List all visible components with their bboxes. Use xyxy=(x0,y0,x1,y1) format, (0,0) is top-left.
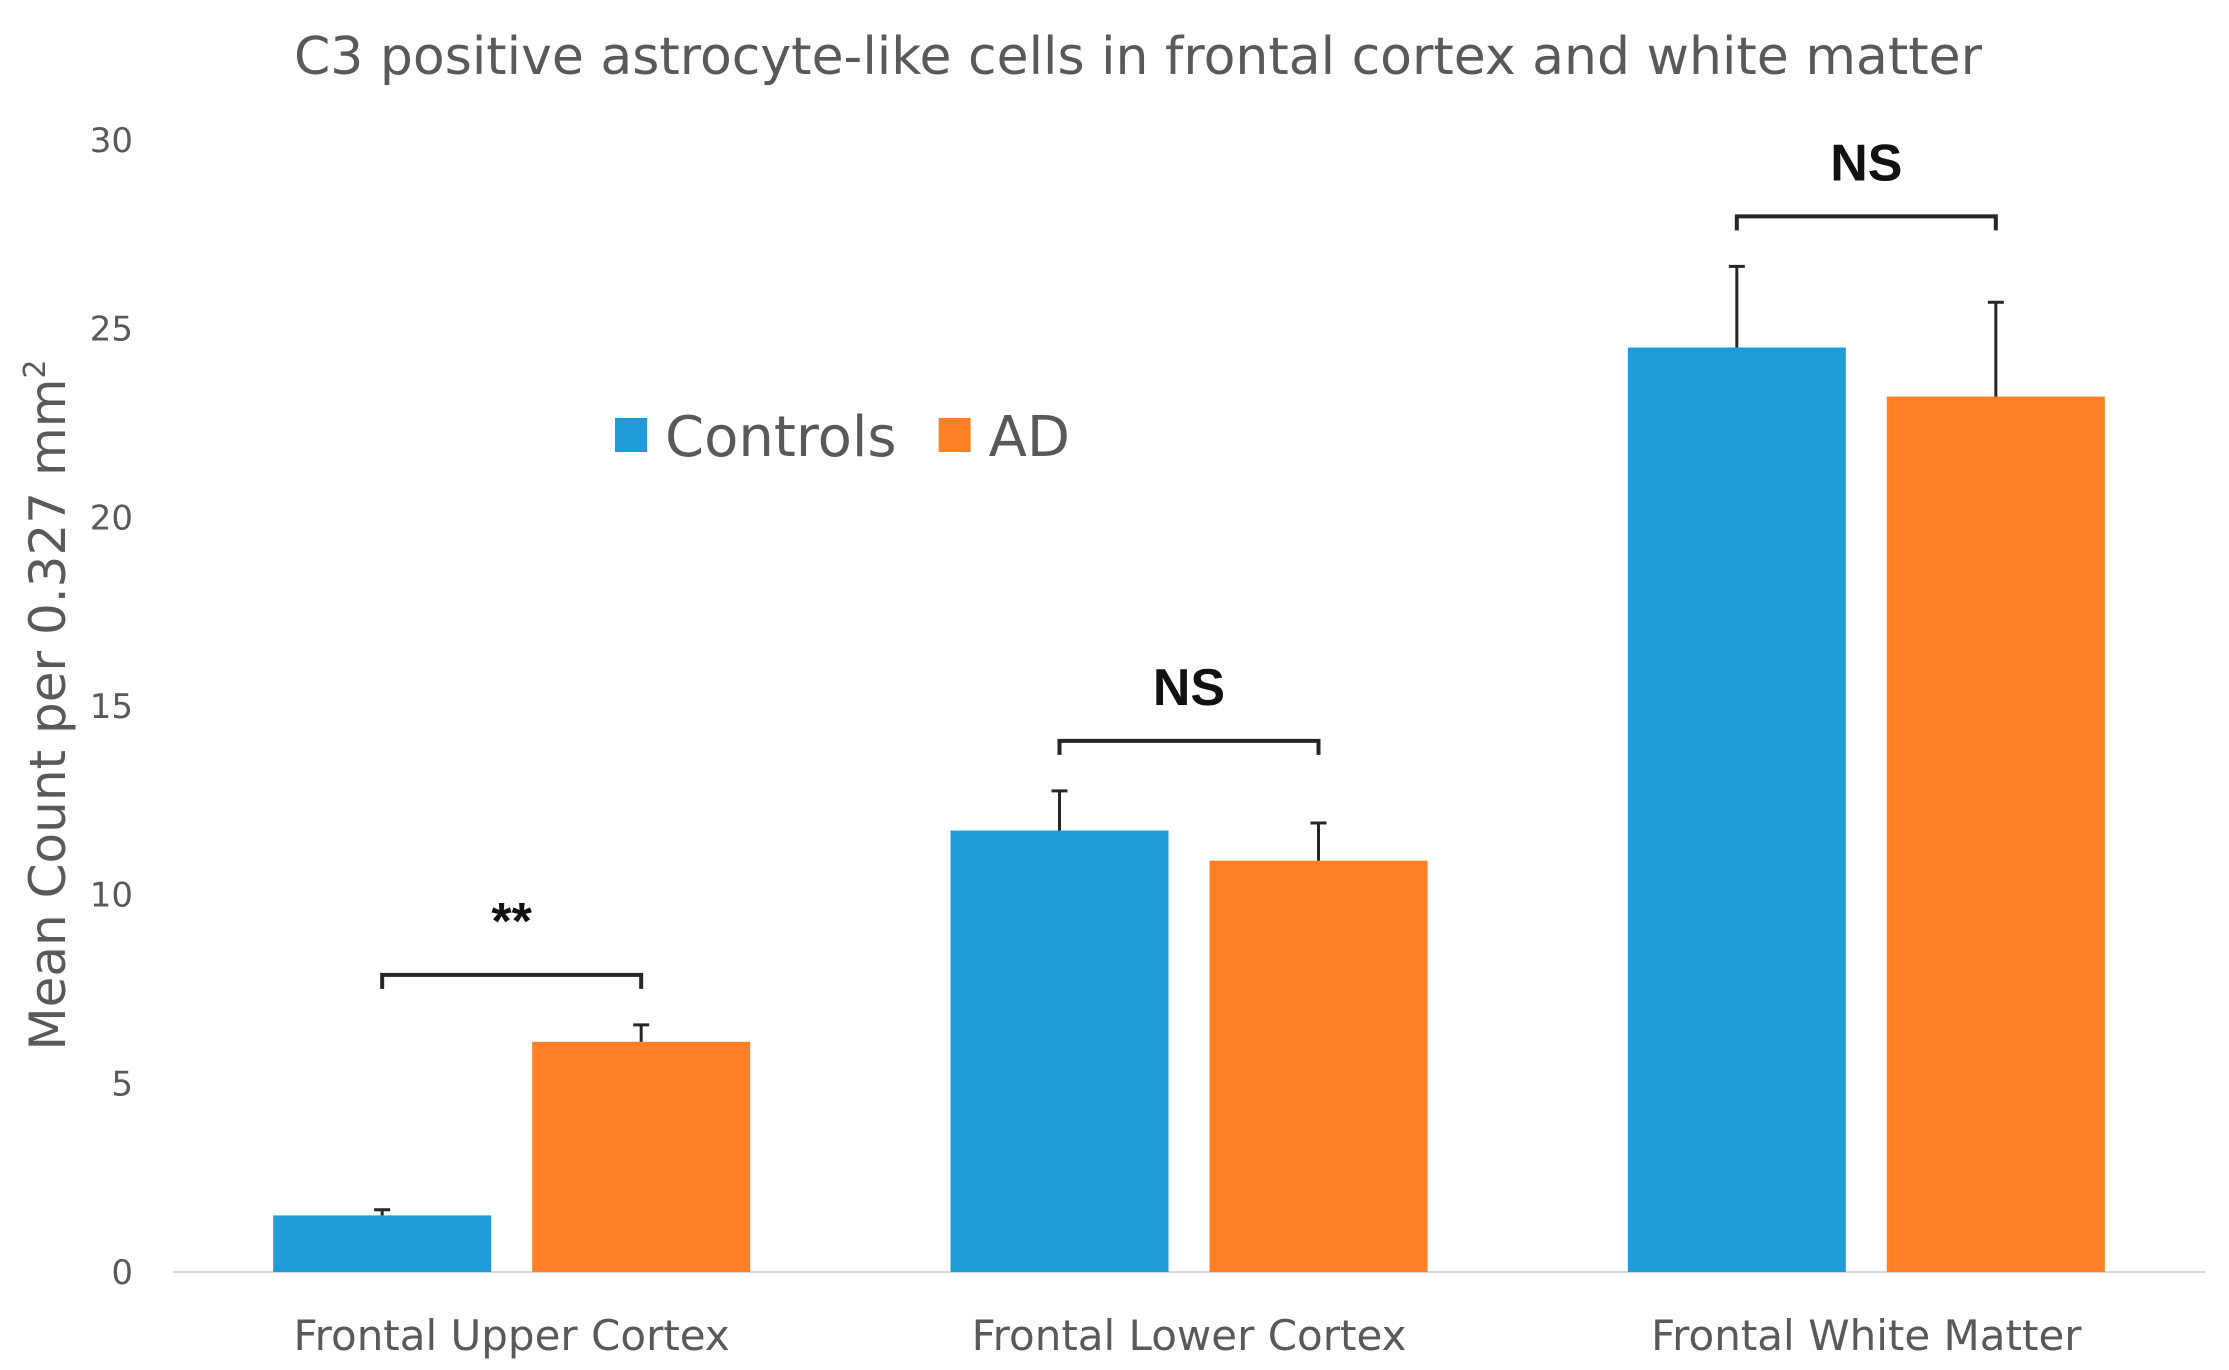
y-tick-label: 15 xyxy=(90,687,133,727)
x-tick-label: Frontal Lower Cortex xyxy=(972,1311,1407,1360)
bar-ad xyxy=(532,1041,751,1272)
significance-label: NS xyxy=(1830,134,1902,192)
y-axis-label-superscript: 2 xyxy=(18,360,53,379)
bar-ad xyxy=(1886,396,2105,1272)
legend: Controls AD xyxy=(615,405,1070,470)
significance-layer: ** NS NS xyxy=(380,134,1998,989)
significance-label: NS xyxy=(1153,659,1225,717)
significance-bracket xyxy=(380,972,644,989)
bars-layer xyxy=(273,264,2105,1272)
bar-controls xyxy=(273,1215,492,1272)
y-tick-label: 0 xyxy=(111,1253,133,1293)
significance-label: ** xyxy=(491,893,532,951)
x-tick-label: Frontal White Matter xyxy=(1651,1311,2082,1360)
bar-ad xyxy=(1209,860,1428,1272)
y-tick-label: 10 xyxy=(90,876,133,916)
chart-title: C3 positive astrocyte-like cells in fron… xyxy=(294,27,1983,87)
significance-bracket xyxy=(1057,738,1321,755)
bar-controls xyxy=(1627,347,1846,1272)
axis-layer: 0 5 10 15 20 25 30 Frontal Upper Cortex Frontal … xyxy=(90,121,2205,1360)
x-tick-label: Frontal Upper Cortex xyxy=(294,1311,730,1360)
y-tick-label: 5 xyxy=(111,1064,133,1104)
y-tick-label: 25 xyxy=(90,310,133,350)
y-axis-label: Mean Count per 0.327 mm2 xyxy=(18,360,77,1051)
y-tick-label: 30 xyxy=(90,121,133,161)
legend-label: AD xyxy=(989,405,1070,470)
bar-controls xyxy=(950,830,1169,1272)
y-axis-label-main: Mean Count per 0.327 mm xyxy=(19,379,77,1051)
legend-swatch xyxy=(938,418,971,452)
legend-label: Controls xyxy=(665,405,897,470)
significance-bracket xyxy=(1734,214,1998,231)
y-tick-label: 20 xyxy=(90,498,133,538)
legend-swatch xyxy=(615,418,647,452)
